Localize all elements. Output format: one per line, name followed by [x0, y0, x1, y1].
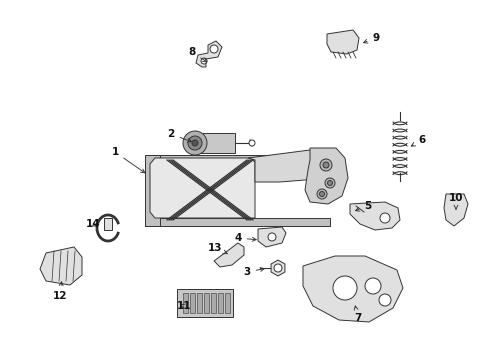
Polygon shape [197, 293, 202, 313]
Text: 14: 14 [85, 219, 100, 229]
Polygon shape [349, 202, 399, 230]
Polygon shape [196, 41, 222, 67]
Text: 12: 12 [53, 282, 67, 301]
Text: 9: 9 [363, 33, 379, 43]
Text: 1: 1 [111, 147, 144, 173]
Circle shape [319, 192, 324, 197]
Circle shape [364, 278, 380, 294]
Polygon shape [258, 227, 285, 247]
Text: 10: 10 [448, 193, 462, 209]
Polygon shape [177, 289, 232, 317]
Text: 4: 4 [234, 233, 256, 243]
Circle shape [267, 233, 275, 241]
Circle shape [248, 140, 254, 146]
Polygon shape [210, 293, 216, 313]
Circle shape [192, 140, 198, 146]
Polygon shape [145, 218, 329, 226]
Text: 2: 2 [167, 129, 191, 142]
Polygon shape [203, 293, 208, 313]
Circle shape [273, 264, 282, 272]
Text: 8: 8 [188, 47, 206, 62]
Polygon shape [150, 158, 254, 218]
Polygon shape [218, 293, 223, 313]
Text: 11: 11 [176, 301, 191, 311]
Circle shape [332, 276, 356, 300]
Polygon shape [190, 293, 195, 313]
Circle shape [325, 178, 334, 188]
Text: 7: 7 [353, 306, 361, 323]
Circle shape [183, 131, 206, 155]
Polygon shape [104, 218, 112, 230]
Polygon shape [303, 256, 402, 322]
Circle shape [378, 294, 390, 306]
Text: 13: 13 [207, 243, 227, 254]
Circle shape [201, 58, 206, 64]
Polygon shape [155, 155, 309, 162]
Polygon shape [247, 150, 334, 182]
Circle shape [379, 213, 389, 223]
Polygon shape [326, 30, 358, 54]
Polygon shape [145, 155, 160, 226]
Circle shape [327, 180, 332, 185]
Polygon shape [40, 247, 82, 285]
Circle shape [319, 159, 331, 171]
Circle shape [187, 136, 202, 150]
Text: 6: 6 [410, 135, 425, 146]
Polygon shape [195, 133, 235, 153]
Circle shape [209, 45, 218, 53]
Polygon shape [270, 260, 285, 276]
Polygon shape [183, 293, 187, 313]
Polygon shape [214, 243, 244, 267]
Polygon shape [305, 148, 347, 204]
Text: 5: 5 [355, 201, 371, 211]
Text: 3: 3 [243, 267, 264, 277]
Circle shape [323, 162, 328, 168]
Circle shape [316, 189, 326, 199]
Polygon shape [224, 293, 229, 313]
Polygon shape [443, 194, 467, 226]
